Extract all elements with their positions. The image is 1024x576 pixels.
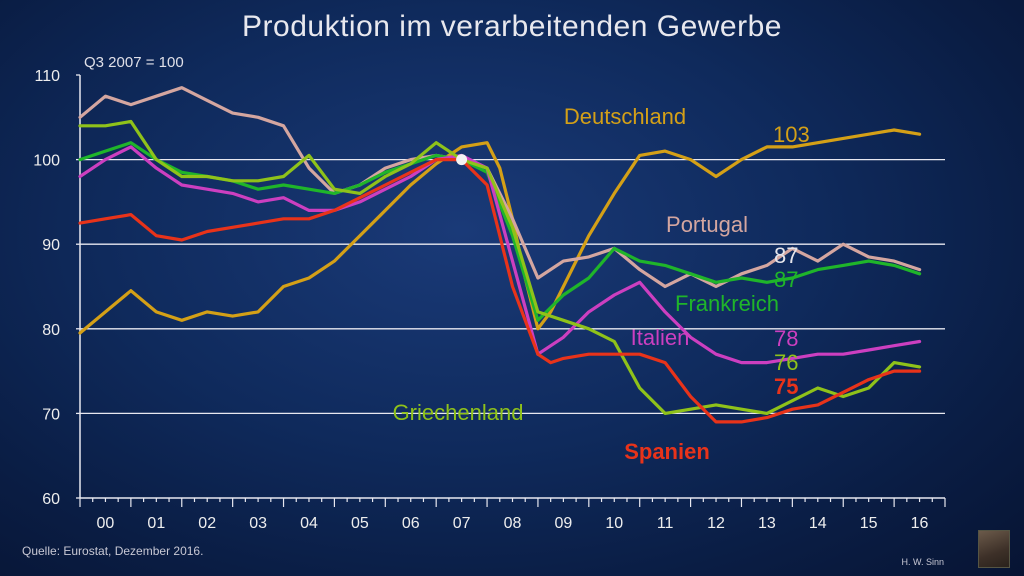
x-tick-label: 03 [249, 515, 267, 532]
author-note: H. W. Sinn [901, 557, 944, 567]
x-tick-label: 09 [554, 515, 572, 532]
x-tick-label: 07 [453, 515, 471, 532]
series-line-spanien [78, 158, 922, 424]
x-tick-label: 06 [402, 515, 420, 532]
series-label-deutschland: Deutschland [564, 104, 686, 129]
series-label-italien: Italien [631, 325, 690, 350]
x-tick-label: 12 [707, 515, 725, 532]
series-line-griechenland [78, 119, 922, 415]
series-label-frankreich: Frankreich [675, 291, 779, 316]
y-tick-label: 100 [33, 153, 60, 170]
y-tick-label: 90 [42, 237, 60, 254]
y-tick-label: 80 [42, 322, 60, 339]
reference-marker [456, 154, 468, 166]
series-line-portugal [78, 86, 922, 289]
end-value-griechenland: 76 [774, 350, 798, 375]
end-value-portugal: 87 [774, 243, 798, 268]
x-tick-label: 15 [860, 515, 878, 532]
x-tick-label: 02 [198, 515, 216, 532]
series-line-italien [78, 145, 922, 365]
y-tick-label: 60 [42, 491, 60, 508]
presenter-thumbnail [978, 530, 1010, 568]
end-value-italien: 78 [774, 326, 798, 351]
index-note: Q3 2007 = 100 [84, 54, 184, 71]
x-tick-label: 10 [605, 515, 623, 532]
x-tick-label: 01 [147, 515, 165, 532]
series-label-spanien: Spanien [624, 439, 710, 464]
x-tick-label: 00 [97, 515, 115, 532]
end-value-spanien: 75 [774, 374, 798, 399]
y-tick-label: 110 [34, 68, 60, 85]
chart-title: Produktion im verarbeitenden Gewerbe [242, 10, 782, 43]
x-tick-label: 05 [351, 515, 369, 532]
series-label-griechenland: Griechenland [393, 400, 524, 425]
x-tick-label: 14 [809, 515, 827, 532]
x-tick-label: 04 [300, 515, 318, 532]
x-tick-label: 08 [504, 515, 522, 532]
x-tick-label: 13 [758, 515, 776, 532]
x-tick-label: 11 [657, 515, 674, 532]
end-value-frankreich: 87 [774, 267, 798, 292]
x-tick-label: 16 [911, 515, 929, 532]
series-label-portugal: Portugal [666, 212, 748, 237]
source-note: Quelle: Eurostat, Dezember 2016. [22, 544, 204, 558]
y-tick-label: 70 [42, 406, 60, 423]
end-value-deutschland: 103 [773, 122, 810, 147]
